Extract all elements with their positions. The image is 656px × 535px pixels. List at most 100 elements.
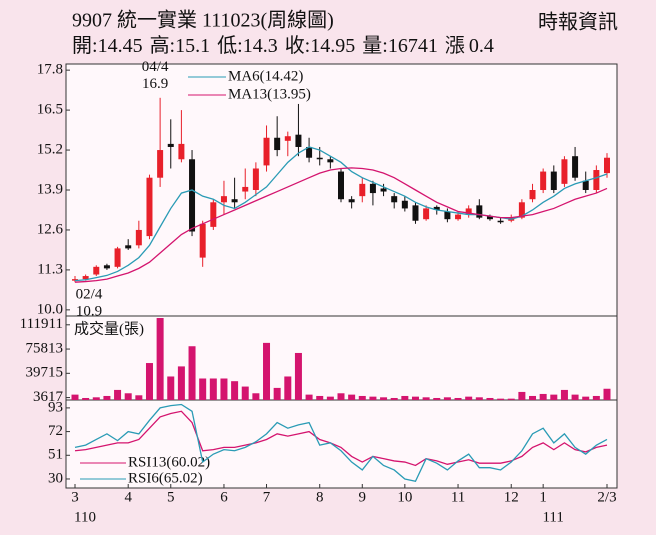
stat-label: 漲	[445, 34, 465, 57]
candle-body	[135, 229, 142, 246]
stat-value: 16741	[388, 35, 438, 57]
y-tick-label: 72	[48, 423, 63, 439]
source: 時報資訊	[538, 11, 618, 34]
candle-body	[423, 208, 430, 220]
candle-body	[550, 171, 557, 190]
candle-body	[189, 159, 196, 232]
volume-bar	[326, 396, 334, 400]
candle-body	[125, 245, 132, 249]
candle-body	[252, 168, 259, 190]
title: 9907 統一實業 111023(周線圖)	[72, 9, 334, 32]
volume-bar	[380, 397, 388, 400]
candle-body	[210, 202, 217, 227]
y-tick-label: 30	[48, 470, 63, 486]
x-tick-label: 6	[220, 489, 228, 505]
x-year-label: 110	[74, 509, 96, 525]
volume-bar	[582, 396, 590, 400]
candle-body	[561, 159, 568, 184]
x-tick-label: 3	[71, 489, 79, 505]
volume-bar	[273, 387, 281, 400]
volume-bar	[592, 395, 600, 400]
x-tick-label: 8	[316, 489, 324, 505]
candle-body	[412, 205, 419, 221]
volume-bar	[454, 397, 462, 400]
y-tick-label: 17.8	[37, 62, 63, 78]
volume-bar	[411, 396, 419, 400]
plot-frame	[65, 63, 618, 489]
volume-bar	[539, 393, 547, 400]
volume-bar	[443, 397, 451, 400]
y-tick-label: 111911	[20, 316, 63, 332]
candle-body	[369, 183, 376, 194]
volume-bar	[284, 376, 292, 400]
annotation-date: 02/4	[76, 287, 103, 303]
stat-label: 量:	[362, 35, 388, 57]
volume-bar	[145, 363, 153, 400]
stat-label: 高:	[150, 34, 176, 57]
volume-bar	[337, 393, 345, 400]
annotation-value: 10.9	[76, 304, 102, 320]
legend-label: MA13(13.95)	[228, 86, 311, 102]
line-series	[74, 167, 608, 283]
volume-bar	[316, 395, 324, 400]
candle-body	[465, 208, 472, 215]
stat-label: 低:	[217, 34, 243, 57]
volume-bar	[560, 389, 568, 400]
y-tick-label: 75813	[26, 340, 64, 356]
stat-label: 開:	[72, 35, 98, 57]
candle-body	[338, 171, 344, 200]
volume-bar	[422, 397, 430, 400]
stat-value: 14.95	[310, 35, 355, 57]
volume-bar	[603, 388, 611, 400]
stats: 開:14.45 高:15.1 低:14.3 收:14.95 量:16741 漲 0.4	[72, 34, 494, 57]
candle-body	[401, 200, 408, 209]
x-tick-label: 9	[359, 489, 367, 505]
y-tick-label: 93	[48, 399, 63, 415]
volume-bar	[124, 393, 132, 400]
volume-bar	[529, 395, 537, 400]
x-tick-label: 12	[504, 489, 519, 505]
candle-body	[348, 199, 355, 203]
y-tick-label: 51	[48, 447, 63, 463]
volume-bar	[465, 396, 473, 400]
x-tick-label: 10	[397, 489, 412, 505]
stat-value: 0.4	[469, 35, 494, 57]
x-tick-label: 2/3	[597, 489, 616, 505]
volume-bar	[167, 376, 175, 400]
candle-body	[72, 279, 78, 281]
candle-body	[572, 156, 579, 178]
candle-body	[167, 143, 174, 147]
volume-bar	[571, 394, 579, 400]
y-tick-label: 13.9	[37, 181, 63, 197]
volume-bar	[71, 394, 79, 400]
candle-body	[316, 157, 323, 160]
candle-body	[380, 188, 387, 192]
volume-bar	[497, 398, 505, 400]
volume-bar	[241, 386, 249, 400]
annotation-value: 16.9	[142, 76, 168, 92]
candle-body	[476, 205, 483, 218]
candle-body	[284, 136, 291, 141]
candle-body	[82, 276, 89, 280]
x-tick-label: 11	[451, 489, 465, 505]
candle-body	[114, 248, 121, 267]
volume-bar	[199, 378, 207, 400]
panel-title: 成交量(張)	[74, 319, 144, 337]
x-tick-label: 4	[124, 489, 132, 505]
volume-bar	[188, 346, 196, 400]
volume-bar	[348, 394, 356, 400]
y-tick-label: 15.2	[37, 141, 63, 157]
candle-body	[157, 150, 164, 178]
y-tick-label: 16.5	[37, 102, 63, 118]
candle-body	[93, 266, 100, 275]
x-tick-label: 1	[539, 489, 547, 505]
volume-bar	[294, 352, 302, 400]
volume-bar	[82, 397, 90, 400]
candle-body	[274, 137, 281, 151]
candle-body	[220, 196, 227, 203]
stat-value: 15.1	[175, 35, 210, 57]
candle-body	[433, 206, 440, 210]
volume-bar	[433, 397, 441, 400]
